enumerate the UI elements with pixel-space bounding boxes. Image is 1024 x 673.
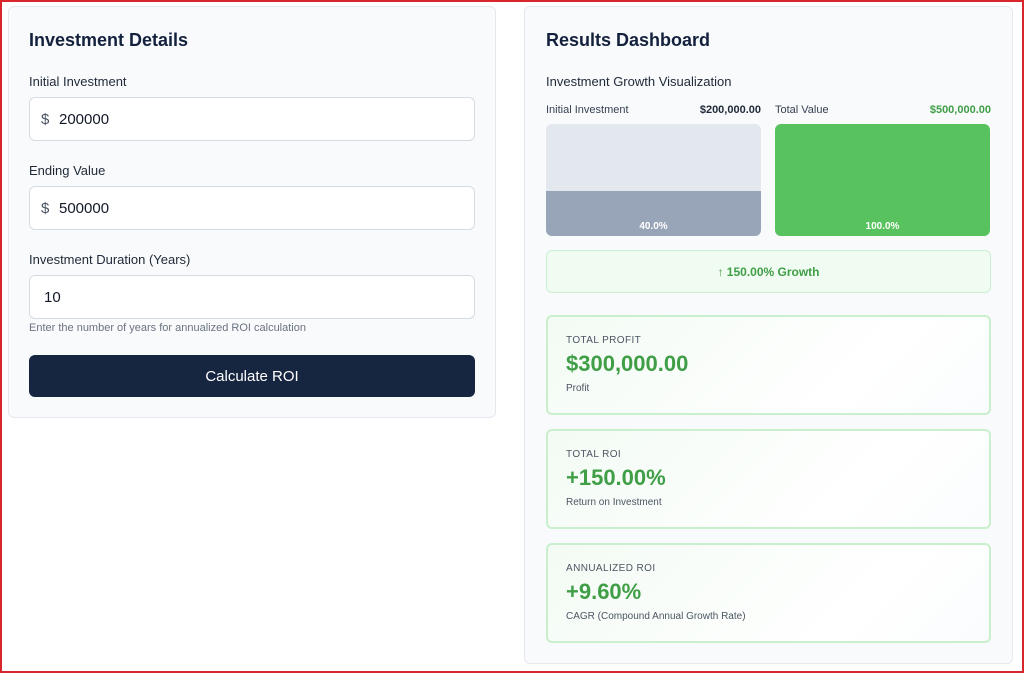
visualization-heading: Investment Growth Visualization xyxy=(546,74,732,89)
initial-bar-percent: 40.0% xyxy=(639,221,668,232)
annualized-roi-card: ANNUALIZED ROI +9.60% CAGR (Compound Ann… xyxy=(546,543,991,643)
dollar-sign-icon: $ xyxy=(41,110,50,128)
total-roi-card: TOTAL ROI +150.00% Return on Investment xyxy=(546,429,991,529)
total-profit-value: $300,000.00 xyxy=(566,351,689,376)
annualized-roi-desc: CAGR (Compound Annual Growth Rate) xyxy=(566,611,746,622)
investment-details-panel: Investment Details Initial Investment $ … xyxy=(8,6,496,418)
duration-label: Investment Duration (Years) xyxy=(29,252,191,267)
total-profit-key: TOTAL PROFIT xyxy=(566,335,642,346)
total-value-bar-label: Total Value xyxy=(775,104,829,116)
total-value-bar-fill: 100.0% xyxy=(775,124,990,236)
initial-investment-field[interactable]: $ xyxy=(29,97,475,141)
dollar-sign-icon: $ xyxy=(41,199,50,217)
total-profit-card: TOTAL PROFIT $300,000.00 Profit xyxy=(546,315,991,415)
calculate-roi-button[interactable]: Calculate ROI xyxy=(29,355,475,397)
initial-investment-input[interactable] xyxy=(59,98,439,140)
annualized-roi-key: ANNUALIZED ROI xyxy=(566,563,656,574)
annualized-roi-value: +9.60% xyxy=(566,579,642,604)
initial-bar-label: Initial Investment xyxy=(546,104,629,116)
duration-field[interactable] xyxy=(29,275,475,319)
duration-input[interactable] xyxy=(44,276,424,318)
investment-details-title: Investment Details xyxy=(29,30,189,50)
results-dashboard-title: Results Dashboard xyxy=(546,30,711,50)
total-roi-desc: Return on Investment xyxy=(566,497,662,508)
duration-hint: Enter the number of years for annualized… xyxy=(29,322,306,334)
ending-value-label: Ending Value xyxy=(29,163,106,178)
growth-badge: ↑ 150.00% Growth xyxy=(546,250,991,293)
results-dashboard-panel: Results Dashboard Investment Growth Visu… xyxy=(524,6,1013,664)
total-value-bar-value: $500,000.00 xyxy=(929,104,991,116)
total-value-bar: 100.0% xyxy=(775,124,990,236)
initial-bar-value: $200,000.00 xyxy=(699,104,761,116)
total-roi-key: TOTAL ROI xyxy=(566,449,622,460)
initial-investment-label: Initial Investment xyxy=(29,74,127,89)
ending-value-input[interactable] xyxy=(59,187,439,229)
total-profit-desc: Profit xyxy=(566,383,590,394)
initial-investment-bar-fill: 40.0% xyxy=(546,191,761,236)
ending-value-field[interactable]: $ xyxy=(29,186,475,230)
total-value-bar-percent: 100.0% xyxy=(865,221,900,232)
initial-investment-bar: 40.0% xyxy=(546,124,761,236)
total-roi-value: +150.00% xyxy=(566,465,666,490)
